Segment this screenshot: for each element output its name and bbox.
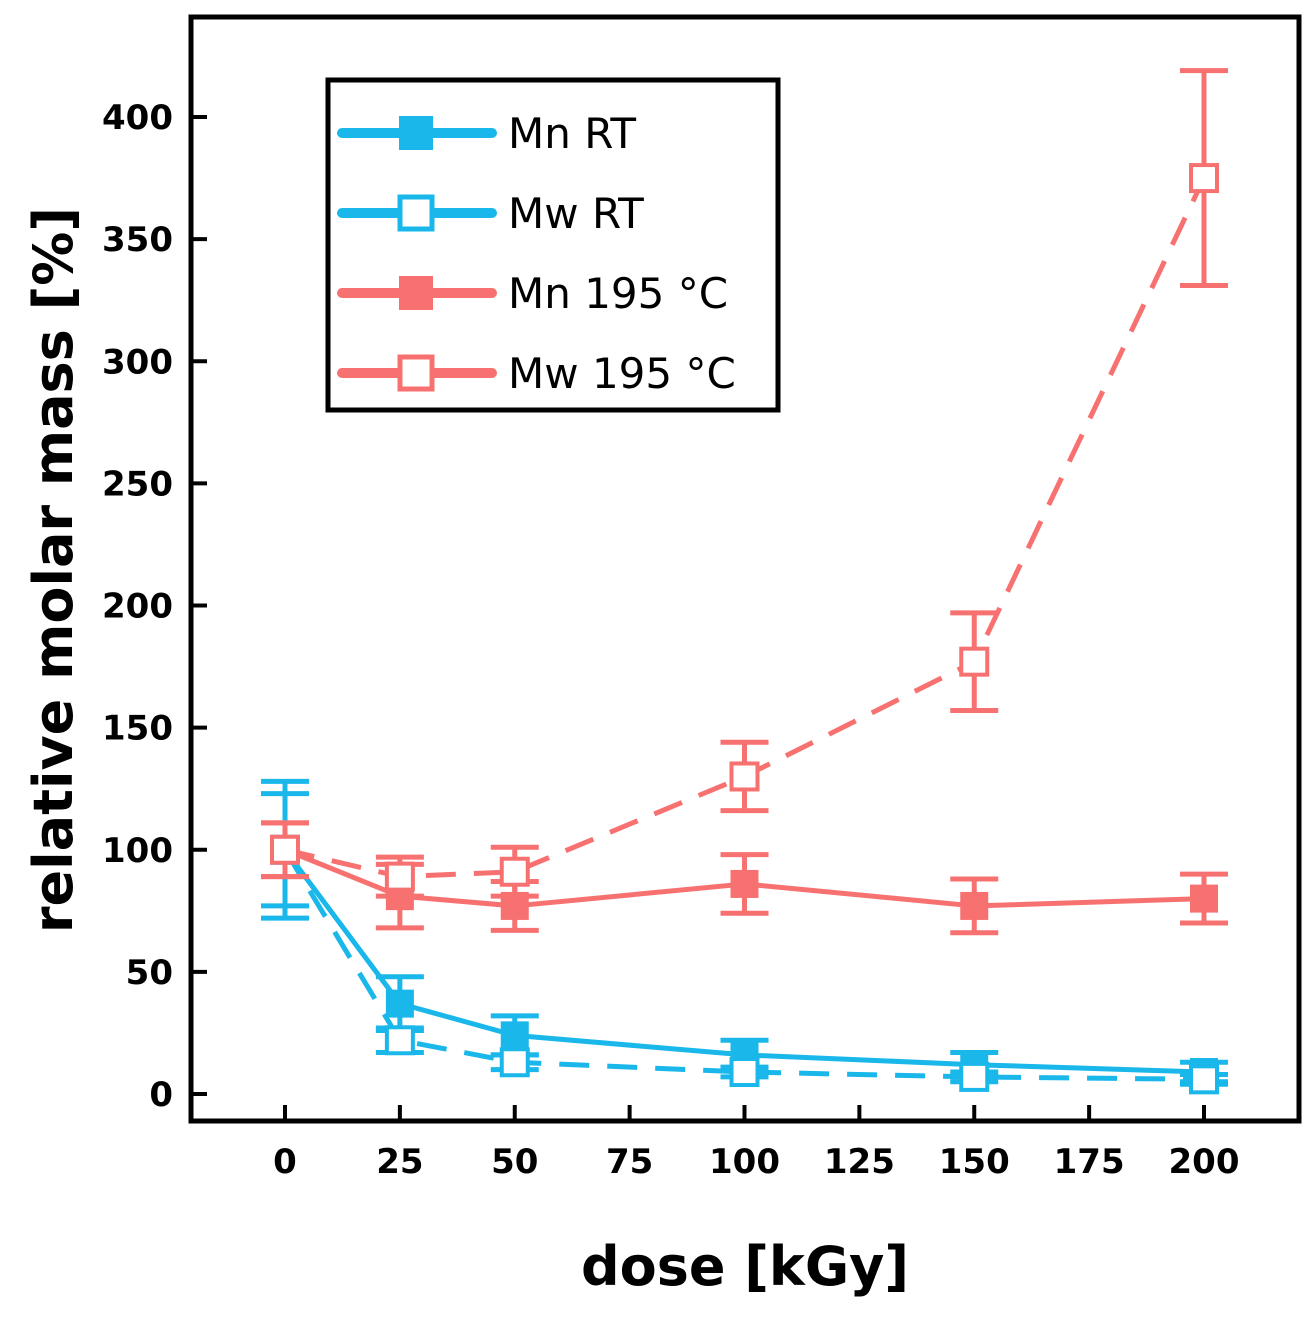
series-line — [284, 176, 1207, 880]
x-tick-label: 25 — [376, 1142, 423, 1182]
legend-label: Mn RT — [508, 109, 636, 158]
data-point — [385, 989, 414, 1018]
data-point — [960, 891, 989, 920]
legend-item: Mn 195 °C — [337, 269, 728, 318]
x-tick-label: 150 — [939, 1142, 1010, 1182]
x-axis-title: dose [kGy] — [581, 1235, 909, 1298]
data-point — [729, 761, 760, 792]
legend-label: Mn 195 °C — [508, 269, 728, 318]
legend: Mn RT Mw RT Mn 195 °C Mw 195 °C — [325, 77, 781, 413]
y-tick-label: 400 — [102, 98, 173, 138]
series-mw-rt — [261, 791, 1228, 1095]
y-tick-label: 50 — [126, 953, 173, 993]
x-tick-label: 75 — [606, 1142, 653, 1182]
legend-marker — [397, 194, 435, 232]
legend-label: Mw 195 °C — [508, 349, 736, 398]
y-axis-title: relative molar mass [%] — [22, 207, 85, 933]
data-point — [729, 1057, 760, 1088]
legend-item: Mw RT — [337, 189, 644, 238]
legend-label: Mw RT — [508, 189, 644, 238]
legend-item: Mw 195 °C — [337, 349, 736, 398]
y-tick-label: 100 — [102, 831, 173, 871]
legend-marker — [397, 354, 435, 392]
legend-item: Mn RT — [337, 109, 636, 158]
legend-marker — [399, 116, 433, 150]
y-axis: 0 50 100 150 200 250 300 350 400 — [102, 98, 207, 1115]
data-point — [959, 1061, 990, 1092]
x-tick-label: 50 — [491, 1142, 538, 1182]
data-point — [384, 1025, 415, 1056]
x-tick-label: 175 — [1054, 1142, 1125, 1182]
y-tick-label: 0 — [149, 1075, 173, 1115]
y-tick-label: 200 — [102, 587, 173, 627]
series-line — [284, 847, 1205, 909]
x-tick-label: 100 — [709, 1142, 780, 1182]
x-axis: 0 25 50 75 100 125 150 175 200 — [273, 1105, 1239, 1182]
legend-marker — [399, 276, 433, 310]
y-tick-label: 350 — [102, 220, 173, 260]
data-point — [730, 869, 759, 898]
y-tick-label: 300 — [102, 342, 173, 382]
y-tick-label: 150 — [102, 709, 173, 749]
data-point — [384, 861, 415, 892]
y-tick-label: 250 — [102, 464, 173, 504]
data-point — [959, 646, 990, 677]
x-tick-label: 125 — [824, 1142, 895, 1182]
series-mw-195-c — [261, 68, 1228, 899]
data-point — [1189, 163, 1219, 194]
data-point — [500, 1021, 529, 1050]
data-point — [1189, 1064, 1219, 1095]
series-line — [282, 848, 1205, 1082]
data-point — [1190, 884, 1218, 913]
plot-area — [261, 68, 1228, 1095]
data-point — [270, 834, 300, 865]
x-tick-label: 200 — [1169, 1142, 1240, 1182]
x-tick-label: 0 — [273, 1142, 297, 1182]
data-point — [499, 1047, 530, 1078]
data-point — [499, 856, 530, 887]
